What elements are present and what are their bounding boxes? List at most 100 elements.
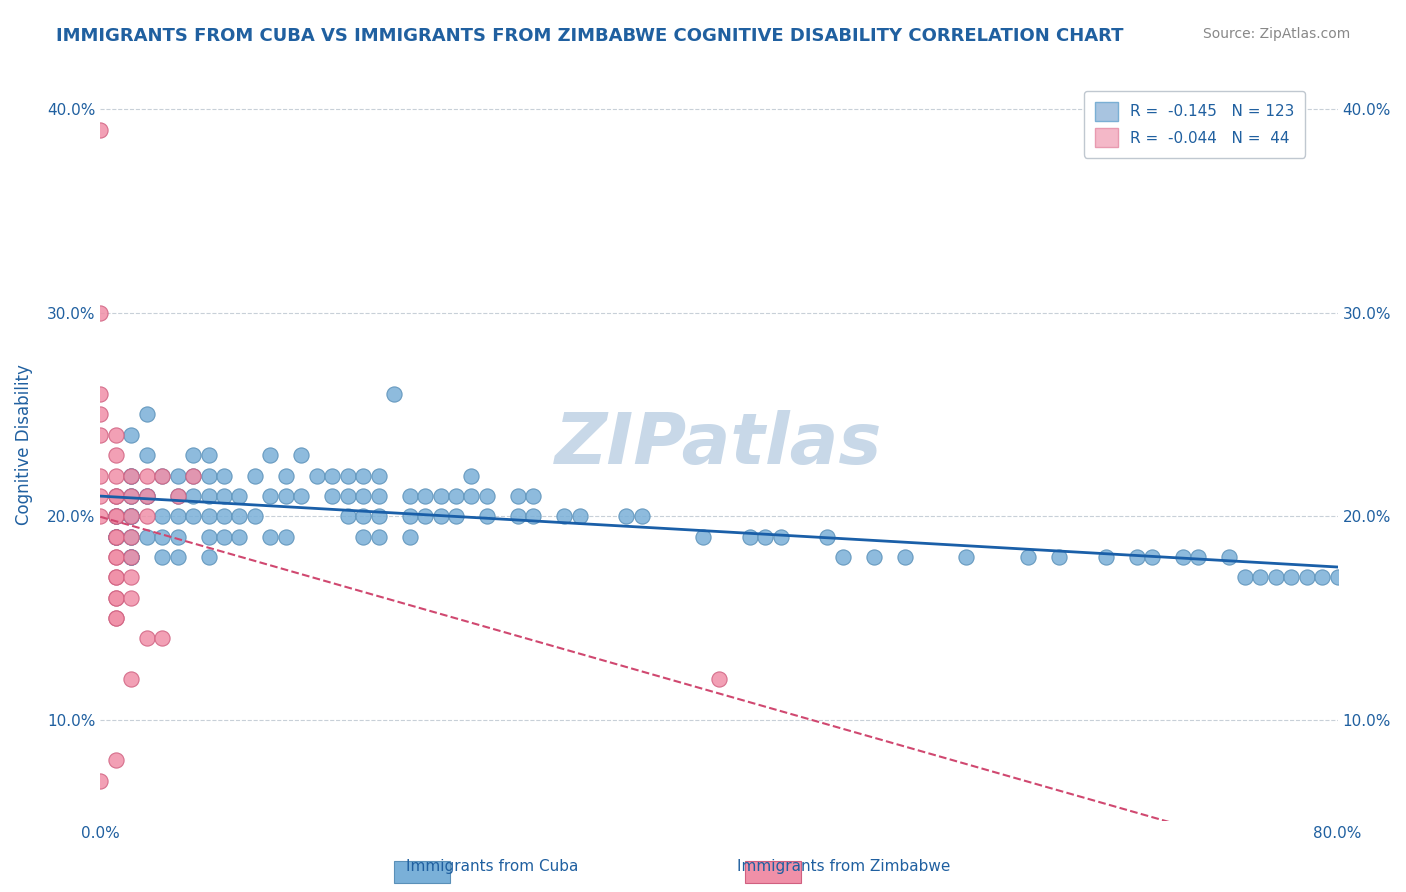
Point (120, 489, 142, 503)
Point (181, 448, 204, 462)
Point (120, 509, 142, 524)
Point (831, 549, 853, 564)
Point (568, 509, 591, 524)
Point (522, 509, 544, 524)
Point (135, 468, 157, 483)
Point (120, 489, 142, 503)
Point (274, 530, 297, 544)
Point (305, 468, 328, 483)
Point (197, 489, 219, 503)
Point (104, 591, 127, 605)
Point (89, 468, 111, 483)
Point (460, 468, 482, 483)
Point (104, 530, 127, 544)
Point (120, 530, 142, 544)
Y-axis label: Cognitive Disability: Cognitive Disability (15, 365, 32, 525)
Point (120, 530, 142, 544)
Point (104, 549, 127, 564)
Point (1249, 570, 1271, 584)
Point (104, 509, 127, 524)
Point (120, 570, 142, 584)
Point (1047, 549, 1070, 564)
Point (228, 530, 250, 544)
Text: ZIPatlas: ZIPatlas (555, 410, 883, 480)
Point (212, 489, 235, 503)
Point (104, 591, 127, 605)
Point (1295, 570, 1317, 584)
Point (104, 530, 127, 544)
Point (274, 489, 297, 503)
Text: Immigrants from Cuba: Immigrants from Cuba (406, 859, 578, 874)
Point (259, 448, 281, 462)
Point (413, 509, 436, 524)
Point (181, 509, 204, 524)
Point (614, 509, 637, 524)
Point (321, 468, 343, 483)
Point (135, 448, 157, 462)
Text: Immigrants from Zimbabwe: Immigrants from Zimbabwe (737, 859, 950, 874)
Point (1233, 570, 1256, 584)
Point (135, 489, 157, 503)
Point (120, 549, 142, 564)
Point (692, 530, 714, 544)
Point (707, 672, 730, 686)
Point (150, 509, 173, 524)
Point (413, 489, 436, 503)
Point (1279, 570, 1302, 584)
Point (197, 530, 219, 544)
Point (104, 530, 127, 544)
Point (352, 489, 374, 503)
Point (120, 509, 142, 524)
Point (120, 509, 142, 524)
Point (444, 489, 467, 503)
Point (336, 509, 359, 524)
Point (104, 509, 127, 524)
Point (150, 549, 173, 564)
Point (367, 509, 389, 524)
Point (444, 509, 467, 524)
Point (150, 468, 173, 483)
Point (89, 427, 111, 442)
Point (506, 489, 529, 503)
Point (104, 509, 127, 524)
Point (1264, 570, 1286, 584)
Point (367, 489, 389, 503)
Point (336, 468, 359, 483)
Point (243, 509, 266, 524)
Point (212, 509, 235, 524)
Point (135, 530, 157, 544)
Point (166, 489, 188, 503)
Point (352, 530, 374, 544)
Point (104, 549, 127, 564)
Point (243, 468, 266, 483)
Point (120, 549, 142, 564)
Point (181, 468, 204, 483)
Point (290, 448, 312, 462)
Point (197, 468, 219, 483)
Point (398, 489, 420, 503)
Point (181, 489, 204, 503)
Point (1187, 549, 1209, 564)
Text: IMMIGRANTS FROM CUBA VS IMMIGRANTS FROM ZIMBABWE COGNITIVE DISABILITY CORRELATIO: IMMIGRANTS FROM CUBA VS IMMIGRANTS FROM … (56, 27, 1123, 45)
Point (104, 509, 127, 524)
Point (120, 549, 142, 564)
Point (89, 306, 111, 320)
Point (104, 509, 127, 524)
Point (1326, 570, 1348, 584)
Point (259, 489, 281, 503)
Point (135, 509, 157, 524)
Point (630, 509, 652, 524)
Point (135, 489, 157, 503)
Point (104, 489, 127, 503)
Point (120, 509, 142, 524)
Point (212, 468, 235, 483)
Point (815, 530, 838, 544)
Point (104, 448, 127, 462)
Point (89, 509, 111, 524)
Point (89, 408, 111, 422)
Point (120, 468, 142, 483)
Point (367, 468, 389, 483)
Point (352, 468, 374, 483)
Point (754, 530, 776, 544)
Point (259, 530, 281, 544)
